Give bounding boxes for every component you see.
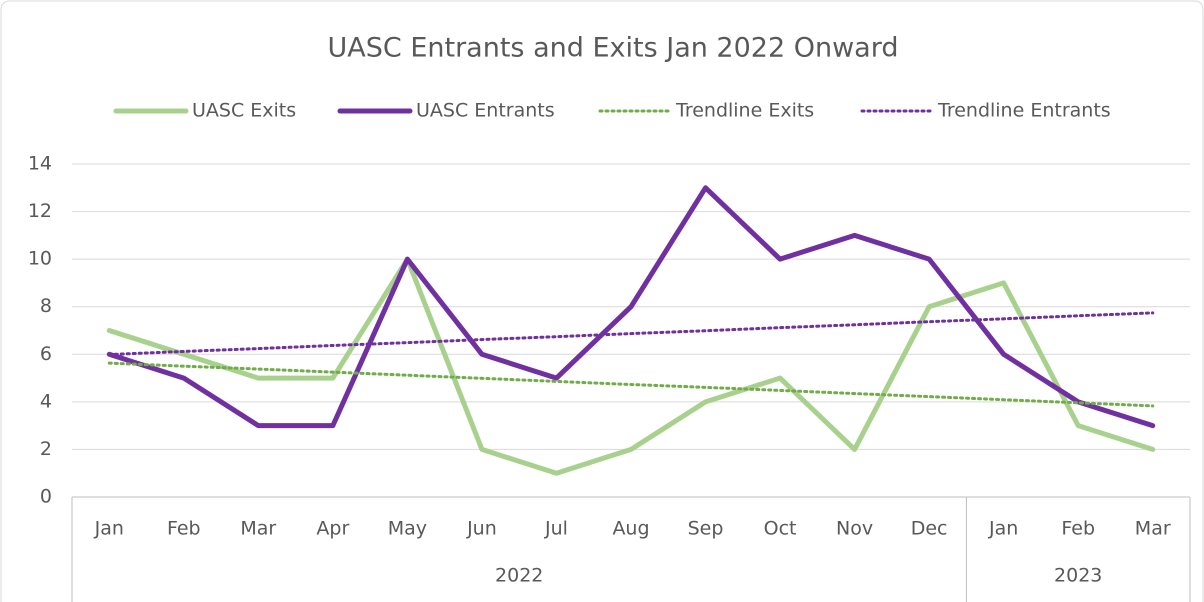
x-tick-label: Nov [836, 518, 873, 540]
x-tick-label: May [388, 518, 427, 540]
chart-title: UASC Entrants and Exits Jan 2022 Onward [328, 33, 899, 64]
x-tick-label: Jan [988, 518, 1018, 540]
x-tick-label: Mar [240, 518, 276, 540]
y-tick-label: 12 [28, 200, 52, 222]
series-line [106, 185, 1156, 429]
y-tick-label: 6 [40, 343, 52, 365]
legend-label: Trendline Exits [675, 100, 814, 122]
y-tick-label: 4 [40, 390, 52, 412]
x-tick-label: Dec [911, 518, 948, 540]
x-tick-label: Jan [94, 518, 124, 540]
y-tick-label: 8 [40, 295, 52, 317]
legend-label: UASC Exits [192, 100, 296, 122]
trendline [107, 361, 1155, 408]
group-label: 2023 [1054, 565, 1102, 587]
y-tick-label: 2 [40, 438, 52, 460]
y-tick-label: 10 [28, 248, 52, 270]
group-label: 2022 [495, 565, 543, 587]
series-line [106, 256, 1156, 476]
x-tick-label: Oct [764, 518, 797, 540]
legend-label: UASC Entrants [416, 100, 555, 122]
x-tick-label: Jul [544, 518, 568, 540]
x-tick-label: Jun [466, 518, 497, 540]
x-tick-label: Feb [167, 518, 201, 540]
x-tick-label: Mar [1135, 518, 1171, 540]
trendline [107, 311, 1155, 357]
legend-label: Trendline Entrants [937, 100, 1111, 122]
x-tick-label: Aug [612, 518, 649, 540]
x-tick-label: Sep [688, 518, 724, 540]
y-tick-label: 0 [40, 486, 52, 508]
x-tick-label: Feb [1061, 518, 1095, 540]
x-tick-label: Apr [316, 518, 349, 540]
y-tick-label: 14 [28, 153, 52, 175]
